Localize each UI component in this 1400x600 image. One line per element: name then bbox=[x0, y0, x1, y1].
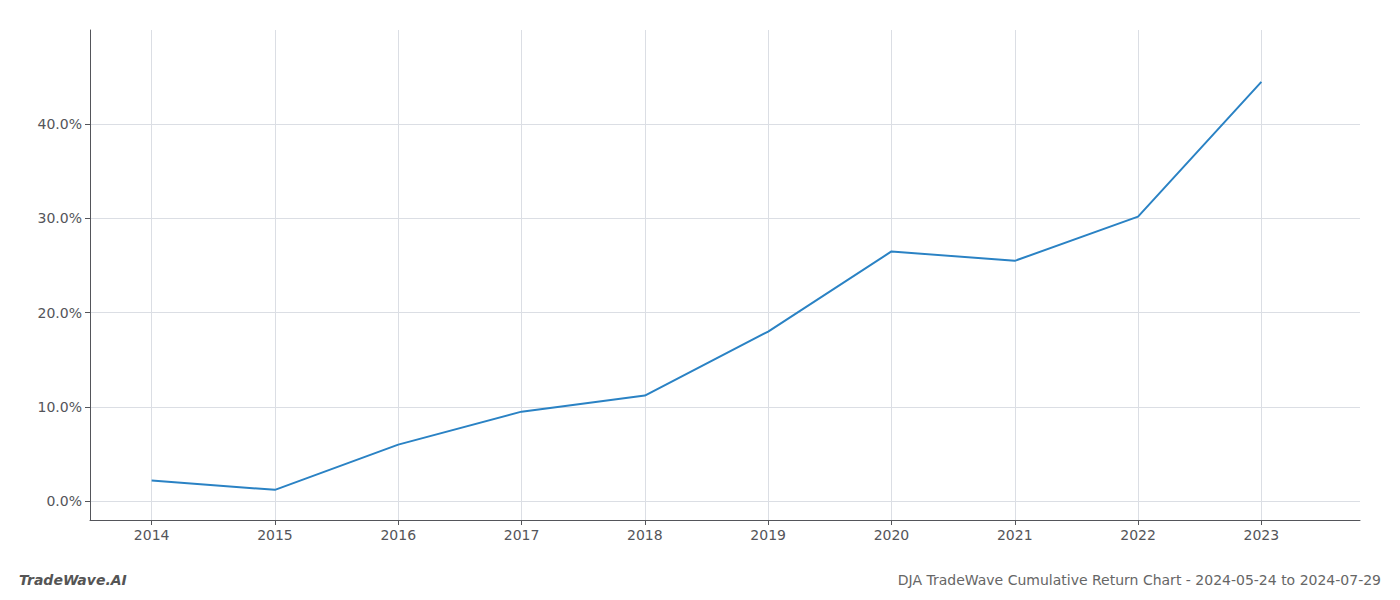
svg-text:2019: 2019 bbox=[750, 527, 786, 543]
svg-text:2015: 2015 bbox=[257, 527, 293, 543]
svg-text:2018: 2018 bbox=[627, 527, 663, 543]
svg-text:20.0%: 20.0% bbox=[38, 305, 82, 321]
svg-text:2016: 2016 bbox=[380, 527, 416, 543]
svg-text:40.0%: 40.0% bbox=[38, 116, 82, 132]
svg-text:2022: 2022 bbox=[1120, 527, 1156, 543]
svg-text:2021: 2021 bbox=[997, 527, 1033, 543]
svg-text:10.0%: 10.0% bbox=[38, 399, 82, 415]
svg-text:2014: 2014 bbox=[134, 527, 170, 543]
svg-text:2017: 2017 bbox=[504, 527, 540, 543]
svg-text:30.0%: 30.0% bbox=[38, 210, 82, 226]
svg-text:2023: 2023 bbox=[1244, 527, 1280, 543]
svg-text:TradeWave.AI: TradeWave.AI bbox=[19, 572, 127, 588]
svg-text:DJA TradeWave Cumulative Retur: DJA TradeWave Cumulative Return Chart - … bbox=[898, 572, 1381, 588]
svg-text:0.0%: 0.0% bbox=[46, 493, 82, 509]
svg-text:2020: 2020 bbox=[874, 527, 910, 543]
